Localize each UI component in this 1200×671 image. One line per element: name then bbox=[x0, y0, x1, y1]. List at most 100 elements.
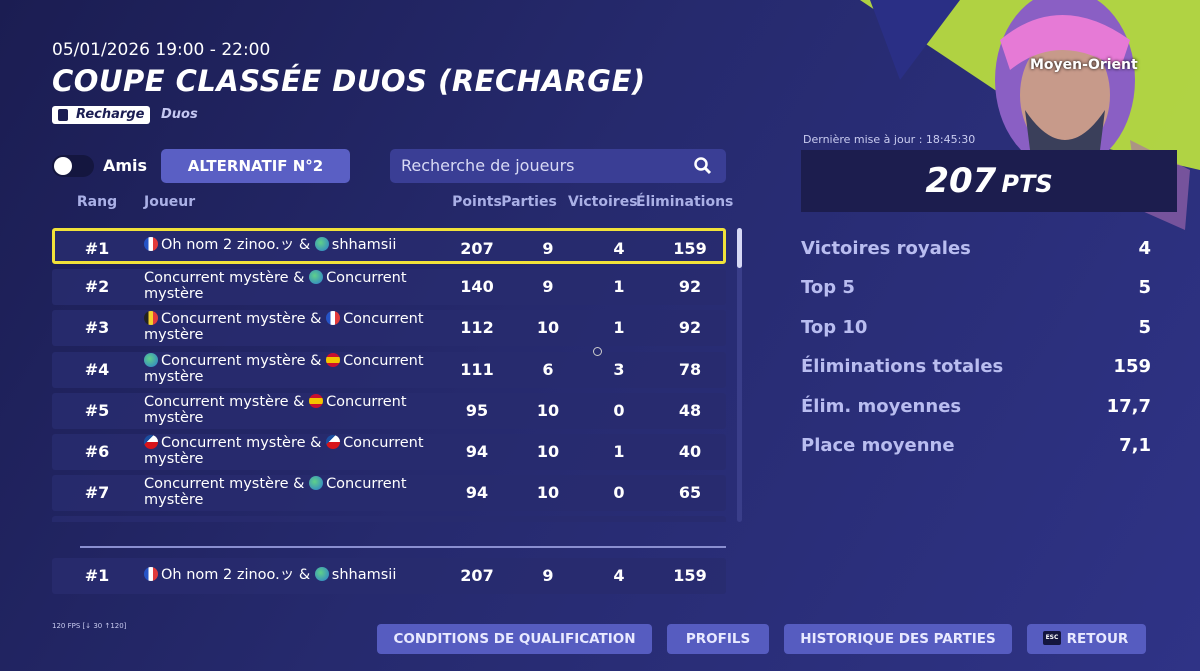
leaderboard-row[interactable]: #5 95 10 0 48 Concurrent mystère & Concurrent… bbox=[52, 392, 726, 429]
leaderboard-row[interactable]: #3 112 10 1 92 Concurrent mystère & Concurren… bbox=[52, 310, 726, 347]
player-name: Concurrent mystère bbox=[144, 393, 407, 426]
cell-rank: #4 bbox=[84, 359, 110, 379]
column-header: Éliminations bbox=[636, 194, 734, 210]
flag-icon bbox=[309, 393, 324, 408]
leaderboard-row[interactable]: #6 94 10 1 40 Concurrent mystère & Concurrent… bbox=[52, 434, 726, 470]
cell-wins: 0 bbox=[613, 483, 625, 503]
player-name: Concurrent mystère bbox=[144, 352, 424, 385]
cell-rank: #1 bbox=[84, 566, 110, 585]
player-name: Concurrent mystère & bbox=[144, 476, 305, 493]
cell-eliminations: 159 bbox=[673, 566, 707, 585]
toggle-label: Amis bbox=[103, 156, 148, 175]
cell-games: 9 bbox=[542, 277, 554, 297]
stat-label: Élim. moyennes bbox=[801, 395, 962, 417]
player-names: Concurrent mystère & Concurrent mystère bbox=[144, 311, 444, 343]
player-name: Concurrent mystère & bbox=[161, 435, 322, 451]
player-name: Oh nom 2 zinoo.ッ & bbox=[161, 237, 311, 253]
player-names: Concurrent mystère & Concurrent mystère bbox=[144, 270, 444, 302]
stat-row: Place moyenne 7,1 bbox=[801, 435, 1151, 456]
tag: Duos bbox=[161, 107, 198, 122]
stat-label: Top 10 bbox=[801, 316, 868, 338]
column-header: Rang bbox=[76, 194, 118, 210]
cell-points: 92 bbox=[447, 516, 507, 522]
stat-row: Top 10 5 bbox=[801, 317, 1151, 338]
cell-points: 207 bbox=[460, 566, 494, 585]
scrollbar bbox=[737, 228, 742, 522]
cell-games: 4 bbox=[518, 516, 578, 522]
last-update: Dernière mise à jour : 18:45:30 bbox=[803, 133, 976, 146]
cell-eliminations: 69 bbox=[660, 516, 720, 522]
cell-eliminations: 92 bbox=[678, 318, 702, 338]
cell-rank: #7 bbox=[84, 483, 110, 503]
stat-value: 159 bbox=[1113, 356, 1151, 378]
points-unit: PTS bbox=[1001, 170, 1053, 198]
search-box[interactable]: Recherche de joueurs bbox=[390, 149, 726, 183]
fps: 120 FPS [↓ 30 ↑120] bbox=[52, 622, 127, 630]
player-names: Concurrent mystère & Concurrent mystère bbox=[144, 352, 444, 385]
player-names: Oh nom 2 zinoo.ッ & shhamsii bbox=[144, 237, 444, 253]
toggle[interactable] bbox=[52, 155, 94, 177]
tag-icon bbox=[58, 109, 68, 121]
cell-eliminations: 65 bbox=[678, 483, 702, 503]
cell-eliminations: 48 bbox=[678, 400, 702, 420]
title: COUPE CLASSÉE DUOS (RECHARGE) bbox=[52, 64, 646, 98]
button[interactable]: PROFILS bbox=[667, 624, 769, 654]
cell-wins: 1 bbox=[613, 318, 625, 338]
cell-rank: #3 bbox=[84, 318, 110, 338]
player-names: Concurrent mystère & Concurrent mystère bbox=[144, 435, 444, 467]
cell-eliminations: 92 bbox=[678, 277, 702, 297]
points-value: 207 bbox=[925, 161, 997, 201]
cell-wins: 3 bbox=[613, 359, 625, 379]
cell-rank: #2 bbox=[84, 277, 110, 297]
player-names: Oh nom 2 zinoo.ッ & shhamsii bbox=[144, 567, 444, 583]
cell-points: 94 bbox=[465, 483, 489, 503]
player-names: Concurrent mystère & Concurrent mystère bbox=[144, 476, 444, 508]
player-name: Concurrent mystère & bbox=[144, 393, 305, 410]
column-header: Points bbox=[452, 194, 502, 210]
cell-points: 140 bbox=[460, 277, 494, 297]
tab[interactable]: ALTERNATIF N°2 bbox=[161, 149, 350, 183]
button[interactable]: CONDITIONS DE QUALIFICATION bbox=[377, 624, 652, 654]
player-name: Concurrent mystère bbox=[144, 435, 424, 467]
cell-eliminations: 159 bbox=[673, 239, 707, 258]
stat-row: Victoires royales 4 bbox=[801, 238, 1151, 259]
flag-icon bbox=[326, 435, 341, 449]
stat-label: Top 5 bbox=[801, 277, 855, 299]
cell-eliminations: 78 bbox=[678, 359, 702, 379]
flag-icon bbox=[144, 435, 158, 449]
leaderboard-row[interactable]: #1 207 9 4 159 Oh nom 2 zinoo.ッ & shhamsii bbox=[52, 558, 726, 594]
stat-value: 5 bbox=[1138, 277, 1151, 299]
stat-label: Place moyenne bbox=[801, 435, 955, 456]
cell-points: 94 bbox=[465, 442, 489, 461]
cell-points: 111 bbox=[460, 359, 494, 379]
flag-icon bbox=[144, 237, 158, 251]
flag-icon bbox=[326, 352, 341, 367]
stat-value: 17,7 bbox=[1106, 395, 1151, 417]
cell-rank: #6 bbox=[84, 442, 110, 461]
stat-row: Top 5 5 bbox=[801, 277, 1151, 298]
cell-games: 9 bbox=[542, 566, 554, 585]
cell-points: 95 bbox=[465, 400, 489, 420]
leaderboard-row[interactable]: #7 94 10 0 65 Concurrent mystère & Concurrent… bbox=[52, 475, 726, 512]
flag-icon bbox=[144, 311, 158, 326]
cell-rank: #8 bbox=[67, 516, 127, 522]
cell-games: 6 bbox=[542, 359, 554, 379]
flag-icon bbox=[144, 567, 158, 581]
leaderboard-row[interactable]: #8924069Concurrent mystère & Concurrent bbox=[52, 516, 726, 522]
column-header: Parties bbox=[501, 194, 557, 210]
cursor bbox=[593, 347, 602, 356]
leaderboard: #1 207 9 4 159 Oh nom 2 zinoo.ッ & shhamsii #2 1… bbox=[52, 228, 726, 522]
flag-icon bbox=[309, 476, 324, 491]
cell-points: 112 bbox=[460, 318, 494, 338]
leaderboard-row[interactable]: #2 140 9 1 92 Concurrent mystère & Concurrent… bbox=[52, 269, 726, 306]
column-header: Victoires bbox=[568, 194, 638, 210]
leaderboard-row[interactable]: #1 207 9 4 159 Oh nom 2 zinoo.ッ & shhamsii bbox=[52, 228, 726, 264]
flag-icon bbox=[326, 311, 341, 326]
column-header: Joueur bbox=[144, 194, 196, 210]
leaderboard-row[interactable]: #4 111 6 3 78 Concurrent mystère & Concurrent… bbox=[52, 351, 726, 388]
search-icon bbox=[694, 157, 712, 175]
cell-rank: #5 bbox=[84, 400, 110, 420]
button[interactable]: HISTORIQUE DES PARTIES bbox=[784, 624, 1012, 654]
